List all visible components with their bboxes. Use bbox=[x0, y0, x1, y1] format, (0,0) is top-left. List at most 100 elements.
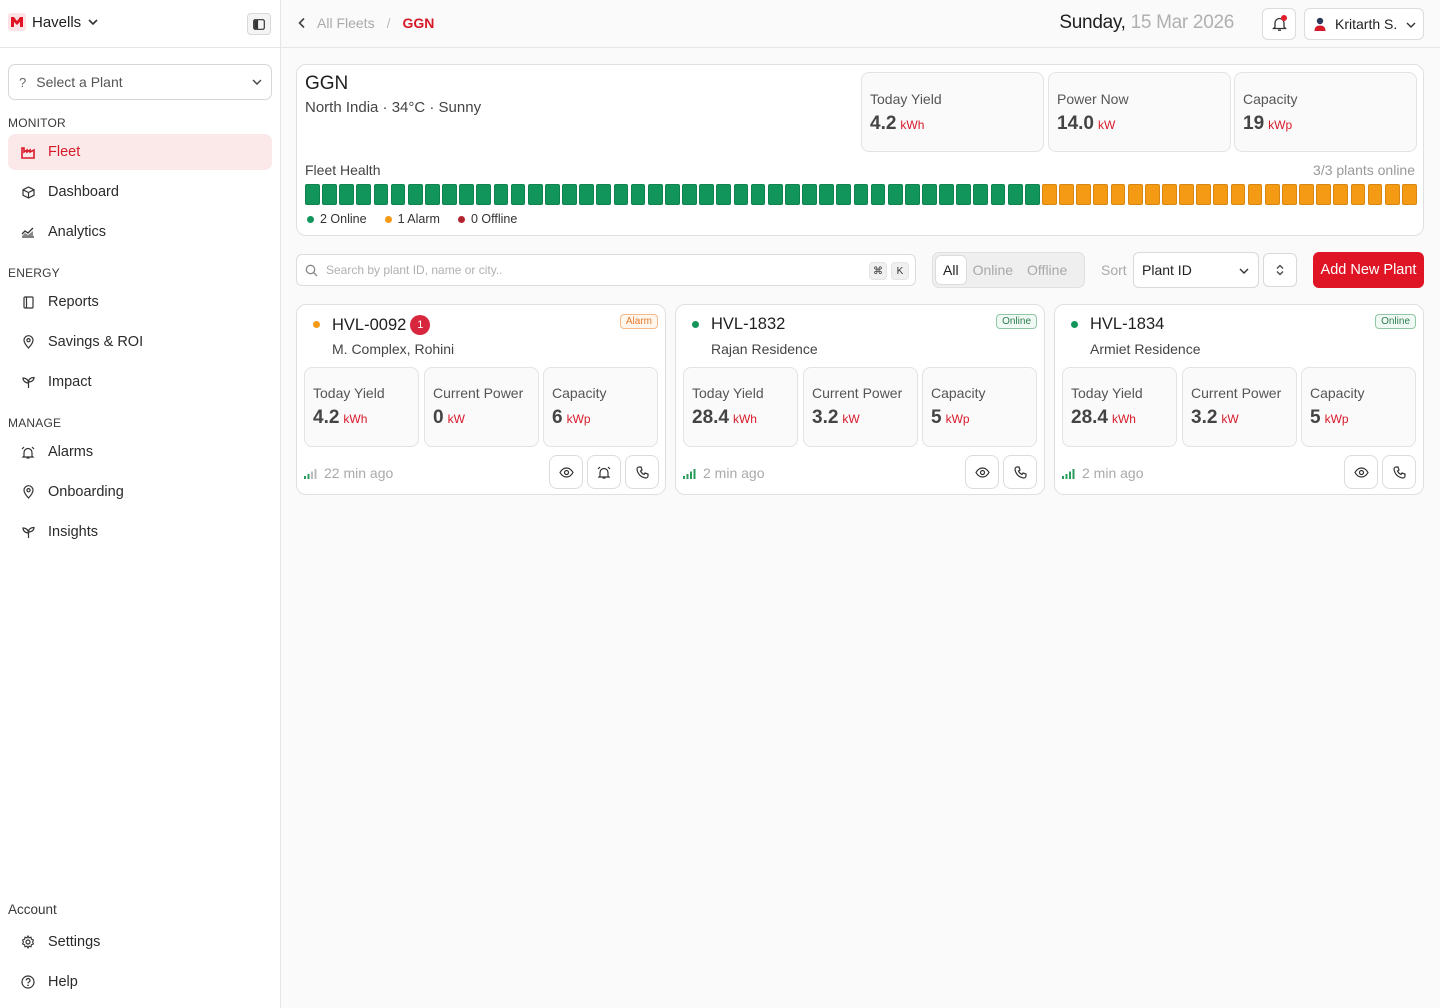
health-segment-online bbox=[819, 184, 834, 205]
sidebar-item-label: Impact bbox=[48, 374, 92, 390]
plant-search: ⌘ K bbox=[296, 254, 916, 286]
sidebar-item-help[interactable]: Help bbox=[8, 964, 272, 1000]
sidebar-item-onboarding[interactable]: Onboarding bbox=[8, 474, 272, 510]
chevron-left-icon[interactable] bbox=[297, 17, 307, 29]
sidebar-item-reports[interactable]: Reports bbox=[8, 284, 272, 320]
plant-card[interactable]: HVL-0092 1 M. Complex, Rohini Alarm Toda… bbox=[296, 304, 666, 495]
plant-select-placeholder: Select a Plant bbox=[36, 74, 123, 90]
health-segment-online bbox=[647, 184, 663, 205]
sprout-icon bbox=[20, 524, 36, 540]
eye-icon bbox=[1353, 466, 1369, 478]
breadcrumb-all-fleets[interactable]: All Fleets bbox=[317, 15, 375, 31]
sidebar-item-analytics[interactable]: Analytics bbox=[8, 214, 272, 250]
sidebar-item-alarms[interactable]: Alarms bbox=[8, 434, 272, 470]
metric-value: 4.2 bbox=[313, 407, 340, 428]
health-segment-online bbox=[870, 184, 886, 205]
health-segment-alarm bbox=[1059, 184, 1074, 205]
metric-label: Capacity bbox=[931, 385, 986, 401]
current-date: Sunday, 15 Mar 2026 bbox=[1059, 12, 1234, 34]
sidebar-item-label: Savings & ROI bbox=[48, 334, 144, 350]
org-switcher[interactable]: Havells bbox=[8, 13, 99, 31]
last-updated: 2 min ago bbox=[1062, 465, 1143, 481]
view-plant-button[interactable] bbox=[965, 455, 999, 489]
metric-value: 28.4 bbox=[1071, 407, 1108, 428]
search-icon bbox=[305, 264, 318, 276]
sort-value: Plant ID bbox=[1142, 262, 1192, 278]
health-segment-online bbox=[305, 184, 320, 205]
filter-online[interactable]: Online bbox=[972, 262, 1014, 278]
sidebar-item-insights[interactable]: Insights bbox=[8, 514, 272, 550]
stat-label: Today Yield bbox=[870, 91, 942, 107]
plant-card[interactable]: HVL-1834 Armiet Residence Online Today Y… bbox=[1054, 304, 1424, 495]
notifications-button[interactable] bbox=[1262, 8, 1296, 40]
metric-label: Capacity bbox=[552, 385, 607, 401]
fleet-health-label: Fleet Health bbox=[305, 162, 381, 178]
legend-alarm: 1 Alarm bbox=[384, 212, 440, 226]
stat-unit: kWh bbox=[900, 118, 925, 132]
health-segment-online bbox=[339, 184, 355, 205]
sidebar-item-settings[interactable]: Settings bbox=[8, 924, 272, 960]
stat-value-row: 19 kWp bbox=[1243, 113, 1408, 135]
sidebar-item-fleet[interactable]: Fleet bbox=[8, 134, 272, 170]
health-segment-alarm bbox=[1076, 184, 1092, 205]
filter-offline[interactable]: Offline bbox=[1027, 262, 1068, 278]
sidebar-item-dashboard[interactable]: Dashboard bbox=[8, 174, 272, 210]
metric-unit: kWp bbox=[566, 412, 591, 426]
health-segment-online bbox=[1007, 184, 1023, 205]
metric-value-row: 4.2 kWh bbox=[313, 407, 410, 429]
metric-unit: kW bbox=[447, 412, 465, 426]
offline-dot bbox=[457, 215, 465, 223]
sidebar-toggle-button[interactable] bbox=[247, 13, 271, 35]
alarm-dot bbox=[384, 215, 392, 223]
call-button[interactable] bbox=[625, 455, 659, 489]
health-segment-alarm bbox=[1282, 184, 1297, 205]
view-plant-button[interactable] bbox=[549, 455, 583, 489]
phone-icon bbox=[1392, 465, 1406, 479]
sidebar-item-impact[interactable]: Impact bbox=[8, 364, 272, 400]
metric-label: Today Yield bbox=[1071, 385, 1143, 401]
breadcrumb: All Fleets / GGN bbox=[297, 15, 434, 31]
fleet-title: GGN bbox=[305, 73, 349, 94]
health-segment-online bbox=[493, 184, 509, 205]
add-new-plant-button[interactable]: Add New Plant bbox=[1313, 252, 1424, 288]
sort-direction-button[interactable] bbox=[1263, 253, 1297, 287]
metric-unit: kW bbox=[842, 412, 860, 426]
stat-value-row: 4.2 kWh bbox=[870, 113, 1035, 135]
section-label-energy: ENERGY bbox=[8, 266, 60, 280]
call-button[interactable] bbox=[1382, 455, 1416, 489]
metric-unit: kWp bbox=[945, 412, 970, 426]
metric-unit: kW bbox=[1221, 412, 1239, 426]
view-plant-button[interactable] bbox=[1344, 455, 1378, 489]
plant-id-row: HVL-0092 1 bbox=[332, 315, 431, 335]
date-day: Sunday, bbox=[1059, 12, 1126, 33]
call-button[interactable] bbox=[1003, 455, 1037, 489]
sort-select[interactable]: Plant ID bbox=[1133, 252, 1259, 288]
fleet-subtitle: North India · 34°C · Sunny bbox=[305, 99, 482, 116]
top-header: All Fleets / GGN Sunday, 15 Mar 2026 Kri… bbox=[281, 0, 1440, 48]
stat-label: Capacity bbox=[1243, 91, 1298, 107]
map-pin-icon bbox=[20, 484, 36, 500]
plant-select[interactable]: ? Select a Plant bbox=[8, 64, 272, 100]
sidebar-item-label: Analytics bbox=[48, 224, 107, 240]
metric-today-yield: Today Yield 4.2 kWh bbox=[304, 367, 419, 447]
metric-value-row: 5 kWp bbox=[1310, 407, 1407, 429]
health-segment-online bbox=[442, 184, 457, 205]
status-dot bbox=[1071, 321, 1078, 328]
online-dot bbox=[307, 215, 314, 223]
user-menu[interactable]: Kritarth S. bbox=[1304, 8, 1424, 40]
sidebar-item-savings-roi[interactable]: Savings & ROI bbox=[8, 324, 272, 360]
health-segment-online bbox=[939, 184, 954, 205]
health-segment-online bbox=[390, 184, 406, 205]
health-segment-alarm bbox=[1333, 184, 1349, 205]
plant-alarms-button[interactable] bbox=[587, 455, 621, 489]
filter-all[interactable]: All bbox=[936, 256, 966, 284]
alarm-clock-icon bbox=[597, 466, 611, 479]
plant-card[interactable]: HVL-1832 Rajan Residence Online Today Yi… bbox=[675, 304, 1045, 495]
health-segment-alarm bbox=[1110, 184, 1126, 205]
chevron-down-icon bbox=[88, 19, 98, 26]
search-input[interactable] bbox=[326, 263, 846, 277]
health-segment-online bbox=[922, 184, 937, 205]
metric-unit: kWh bbox=[1111, 412, 1136, 426]
brand-row: Havells bbox=[0, 0, 280, 48]
health-segment-online bbox=[613, 184, 629, 205]
